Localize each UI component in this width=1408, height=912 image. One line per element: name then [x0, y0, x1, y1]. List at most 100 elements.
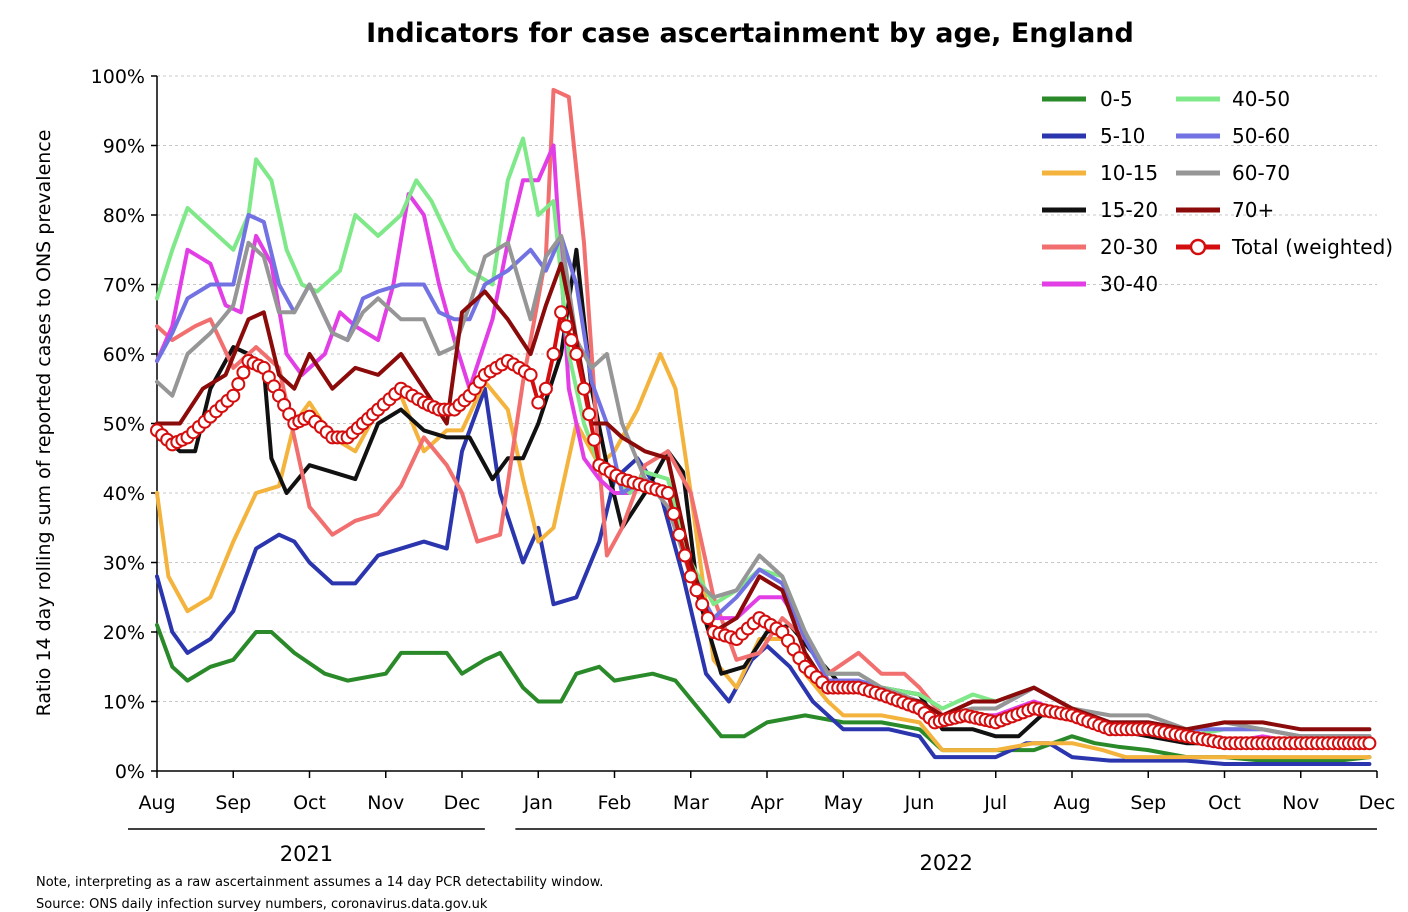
year-label: 2021	[280, 842, 333, 866]
axes: 0% 10% 20% 30% 40% 50% 60% 70% 80% 90% 100% Aug Sep O…	[91, 66, 1396, 814]
legend-item: 5-10	[1042, 124, 1145, 148]
series-marker	[523, 367, 538, 382]
x-tick-label: Jan	[523, 792, 553, 814]
legend-item: 30-40	[1042, 272, 1158, 296]
series-marker	[559, 319, 574, 334]
y-tick-label: 10%	[103, 692, 145, 714]
legend-label: 10-15	[1100, 161, 1158, 185]
legend-item: 70+	[1176, 198, 1274, 222]
legend-label: 15-20	[1100, 198, 1158, 222]
x-tick-label: Aug	[138, 792, 175, 814]
x-tick-label: Feb	[598, 792, 632, 814]
series-marker	[700, 611, 715, 626]
x-tick-label: Aug	[1053, 792, 1090, 814]
y-tick-label: 30%	[103, 553, 145, 575]
y-tick-label: 50%	[103, 414, 145, 436]
legend-label: 70+	[1232, 198, 1274, 222]
series-marker	[531, 395, 546, 410]
series-10-15	[155, 352, 1372, 760]
series-marker	[569, 347, 584, 361]
series-marker	[678, 548, 692, 563]
legend-item: 15-20	[1042, 198, 1158, 222]
y-tick-label: 100%	[91, 66, 145, 88]
x-tick-label: Oct	[1208, 792, 1241, 814]
legend-item: 50-60	[1176, 124, 1290, 148]
series-70-	[155, 261, 1372, 732]
legend-label: 60-70	[1232, 161, 1290, 185]
series-marker	[231, 377, 246, 392]
legend-item: 20-30	[1042, 235, 1158, 259]
legend-label: Total (weighted)	[1231, 235, 1393, 259]
x-tick-label: Sep	[1130, 792, 1166, 814]
series-marker	[695, 597, 710, 612]
note-text: Note, interpreting as a raw ascertainmen…	[36, 875, 603, 890]
legend-label: 5-10	[1100, 124, 1145, 148]
x-tick-label: May	[824, 792, 863, 814]
series-marker	[564, 333, 579, 348]
legend-item: 10-15	[1042, 161, 1158, 185]
series-marker	[554, 305, 569, 320]
series-line	[155, 623, 1372, 763]
series-marker	[582, 407, 597, 422]
series-marker	[666, 506, 681, 521]
x-tick-label: Mar	[673, 792, 709, 814]
plot-area	[150, 87, 1377, 766]
x-tick-label: Dec	[444, 792, 481, 814]
y-tick-label: 80%	[103, 205, 145, 227]
series-30-40	[155, 143, 1372, 746]
legend-label: 0-5	[1100, 87, 1133, 111]
legend-item: Total (weighted)	[1176, 235, 1393, 259]
y-tick-label: 40%	[103, 483, 145, 505]
x-tick-label: Apr	[751, 792, 784, 814]
legend-item: 40-50	[1176, 87, 1290, 111]
series-line	[155, 233, 1372, 739]
series-line	[155, 261, 1372, 732]
legend: 0-5 5-10 10-15 15-20 20-30 30-40 40-50 50-60 60-…	[1042, 87, 1393, 296]
y-tick-label: 20%	[103, 622, 145, 644]
x-tick-label: Oct	[293, 792, 326, 814]
series-marker	[577, 381, 591, 396]
y-tick-label: 70%	[103, 275, 145, 297]
series-60-70	[155, 233, 1372, 739]
y-tick-label: 60%	[103, 344, 145, 366]
series-line	[155, 143, 1372, 746]
year-label: 2022	[919, 851, 972, 875]
legend-marker	[1189, 238, 1207, 256]
series-15-20	[155, 247, 1372, 746]
legend-item: 60-70	[1176, 161, 1290, 185]
series-marker	[538, 381, 553, 396]
legend-label: 40-50	[1232, 87, 1290, 111]
series-5-10	[155, 386, 1372, 766]
source-text: Source: ONS daily infection survey numbe…	[36, 897, 488, 912]
series-0-5	[155, 623, 1372, 763]
series-marker	[689, 583, 704, 598]
series-line	[155, 352, 1372, 760]
series-line	[155, 386, 1372, 766]
x-tick-label: Nov	[1282, 792, 1319, 814]
y-tick-label: 0%	[115, 761, 145, 783]
chart-title: Indicators for case ascertainment by age…	[366, 18, 1134, 49]
y-axis-label: Ratio 14 day rolling sum of reported cas…	[33, 130, 55, 717]
series-line	[155, 87, 1372, 746]
y-tick-label: 90%	[103, 136, 145, 158]
series-marker	[1362, 736, 1377, 751]
series-total-weighted-	[150, 305, 1377, 751]
grid-lines	[157, 75, 1377, 702]
series-marker	[672, 527, 687, 542]
year-labels: 2021 2022	[128, 828, 1377, 875]
series-20-30	[155, 87, 1372, 746]
series-marker	[660, 486, 675, 500]
legend-item: 0-5	[1042, 87, 1133, 111]
x-tick-label: Sep	[215, 792, 251, 814]
series-marker	[587, 432, 602, 447]
x-tick-label: Nov	[367, 792, 404, 814]
legend-label: 30-40	[1100, 272, 1158, 296]
series-marker	[546, 347, 561, 361]
legend-label: 20-30	[1100, 235, 1158, 259]
x-tick-label: Jun	[904, 792, 935, 814]
series-marker	[226, 388, 241, 403]
legend-label: 50-60	[1232, 124, 1290, 148]
series-marker	[683, 569, 698, 584]
series-line	[155, 247, 1372, 746]
